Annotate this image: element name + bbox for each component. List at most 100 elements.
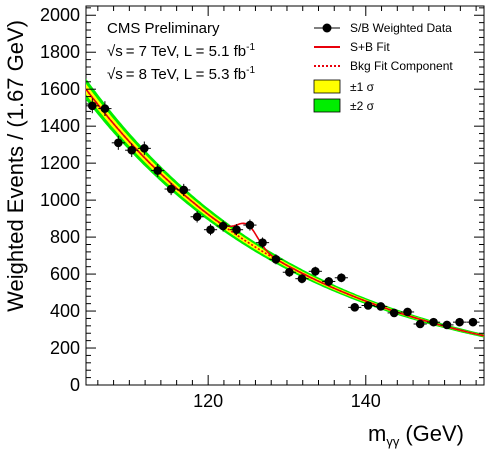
- energy-line-7tev: √s = 7 TeV, L = 5.1 fb-1: [107, 42, 255, 60]
- data-point: [374, 302, 388, 311]
- data-point: [466, 317, 480, 327]
- data-point-marker: [311, 267, 320, 276]
- y-axis-ticks: 0 200 400 600 800 1000 1200 1400 1600 1800 2000: [40, 5, 484, 395]
- data-point: [282, 267, 296, 277]
- data-point-marker: [415, 319, 425, 329]
- y-tick-label: 1800: [40, 42, 80, 62]
- data-point: [111, 135, 125, 150]
- energy-line-8tev: √s = 8 TeV, L = 5.3 fb-1: [107, 65, 255, 83]
- y-tick-label: 1000: [40, 190, 80, 210]
- legend-label-1sigma: ±1 σ: [350, 80, 375, 94]
- data-point: [190, 211, 204, 223]
- data-point: [164, 182, 178, 196]
- data-point: [243, 219, 257, 231]
- data-point-marker: [271, 254, 281, 264]
- data-point: [255, 237, 270, 248]
- data-point-marker: [324, 277, 334, 286]
- data-point: [387, 308, 401, 318]
- data-point: [269, 254, 283, 265]
- x-tick-label: 120: [193, 391, 223, 411]
- data-point: [125, 143, 139, 158]
- data-point-marker: [88, 101, 97, 111]
- data-point-marker: [337, 273, 346, 283]
- data-point-marker: [100, 104, 110, 113]
- data-point-marker: [166, 184, 176, 194]
- data-point-marker: [297, 274, 307, 283]
- data-point-marker: [232, 225, 241, 235]
- data-point: [203, 224, 218, 236]
- sb-fit-curve: [85, 88, 485, 337]
- legend-data-marker: [314, 23, 340, 33]
- y-tick-label: 400: [50, 301, 80, 321]
- legend-band-1sigma: [313, 79, 341, 94]
- cms-label: CMS Preliminary: [107, 20, 220, 37]
- data-points: [85, 98, 480, 330]
- data-point-marker: [218, 221, 228, 231]
- data-point: [413, 319, 427, 329]
- x-axis-title-sub: γγ: [386, 434, 400, 449]
- data-point: [295, 274, 309, 284]
- y-tick-label: 0: [70, 375, 80, 395]
- fit-curves: [85, 88, 485, 337]
- y-tick-label: 200: [50, 338, 80, 358]
- data-point-marker: [153, 166, 163, 175]
- data-point-marker: [192, 212, 202, 222]
- data-point: [400, 307, 415, 317]
- sqrt-s-7: √s: [107, 43, 123, 60]
- data-point: [151, 164, 165, 178]
- y-tick-label: 1600: [40, 79, 80, 99]
- data-point-marker: [455, 317, 464, 327]
- data-point-marker: [245, 220, 255, 230]
- legend-label-2sigma: ±2 σ: [350, 99, 375, 113]
- data-point-marker: [206, 225, 215, 235]
- data-point-marker: [285, 267, 294, 277]
- y-tick-label: 600: [50, 264, 80, 284]
- x-axis-title: mγγ (GeV): [368, 421, 464, 449]
- data-point-marker: [376, 302, 386, 311]
- data-point: [348, 303, 362, 312]
- y-axis-title: Weighted Events / (1.67 GeV): [3, 20, 28, 312]
- data-point: [308, 266, 322, 276]
- data-point-marker: [114, 138, 123, 148]
- legend-label-fit: S+B Fit: [350, 40, 390, 54]
- data-point-marker: [258, 238, 267, 247]
- y-tick-label: 800: [50, 227, 80, 247]
- data-point: [334, 273, 348, 283]
- data-point-marker: [429, 317, 438, 327]
- legend: S/B Weighted Data S+B Fit Bkg Fit Compon…: [313, 21, 453, 113]
- data-point-marker: [403, 307, 412, 317]
- energy-7-sup: -1: [246, 42, 255, 53]
- y-tick-label: 1400: [40, 116, 80, 136]
- legend-label-bkg: Bkg Fit Component: [350, 59, 453, 73]
- data-point: [361, 301, 375, 310]
- data-point: [216, 220, 230, 232]
- legend-band-2sigma: [313, 98, 341, 113]
- data-point: [322, 277, 336, 286]
- data-point: [452, 317, 467, 327]
- x-tick-label: 140: [351, 391, 381, 411]
- data-point-marker: [389, 308, 399, 318]
- energy-8-sup: -1: [246, 65, 255, 76]
- energy-8-text: = 8 TeV, L = 5.3 fb: [126, 66, 246, 83]
- data-point-marker: [127, 145, 137, 155]
- data-point-marker: [442, 320, 452, 330]
- data-point: [137, 141, 151, 156]
- sqrt-s-8: √s: [107, 66, 123, 83]
- legend-label-data: S/B Weighted Data: [350, 21, 452, 35]
- y-tick-label: 1200: [40, 153, 80, 173]
- x-axis-title-unit: (GeV): [405, 421, 464, 446]
- data-point: [426, 317, 441, 327]
- data-point: [98, 101, 112, 117]
- data-point-marker: [350, 303, 360, 312]
- data-point: [177, 183, 191, 197]
- data-point-marker: [140, 144, 149, 153]
- energy-7-text: = 7 TeV, L = 5.1 fb: [126, 43, 246, 60]
- data-point: [440, 320, 454, 330]
- data-point-marker: [179, 185, 189, 195]
- x-axis-ticks: 120 140: [97, 6, 477, 411]
- data-point-marker: [363, 301, 373, 310]
- y-tick-label: 2000: [40, 5, 80, 25]
- data-point: [229, 224, 244, 236]
- x-axis-title-main: m: [368, 421, 386, 446]
